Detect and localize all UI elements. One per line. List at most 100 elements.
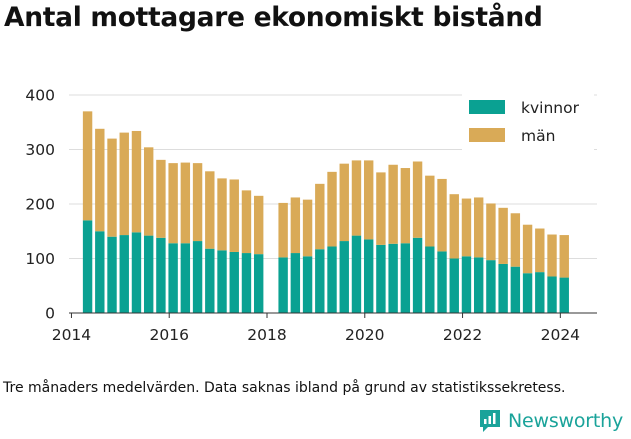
bar-man <box>486 203 496 261</box>
bar-man <box>425 175 435 247</box>
caption: Tre månaders medelvärden. Data saknas ib… <box>3 380 566 396</box>
bar-man <box>253 195 264 255</box>
bar-kvinnor <box>351 235 362 313</box>
legend-label-kvinnor: kvinnor <box>521 99 580 117</box>
bar-kvinnor <box>205 248 215 313</box>
bar-man <box>461 198 472 257</box>
bar-man <box>363 160 374 240</box>
bar-man <box>437 178 447 252</box>
bar-kvinnor <box>229 251 239 313</box>
bar-kvinnor <box>522 273 533 313</box>
bar-man <box>412 161 423 238</box>
bar-man <box>156 159 166 238</box>
newsworthy-logo-text: Newsworthy <box>508 410 624 432</box>
bar-man <box>302 199 313 257</box>
x-tick-label: 2016 <box>149 326 188 344</box>
bar-man <box>339 163 349 242</box>
legend: kvinnor män <box>462 92 594 150</box>
bar-man <box>559 235 569 278</box>
bar-kvinnor <box>510 266 521 313</box>
bar-kvinnor <box>180 243 191 313</box>
x-tick-label: 2018 <box>247 326 286 344</box>
bar-kvinnor <box>302 256 313 313</box>
bar-man <box>535 228 545 273</box>
bar-kvinnor <box>278 257 288 313</box>
bar-kvinnor <box>119 235 129 313</box>
bar-man <box>400 168 411 244</box>
y-tick-label: 200 <box>25 196 55 214</box>
bar-kvinnor <box>82 220 93 313</box>
x-axis: 2014 2016 2018 2020 2022 2024 <box>52 312 597 344</box>
bar-kvinnor <box>535 272 545 313</box>
bar-kvinnor <box>339 241 349 313</box>
bar-man <box>449 194 459 259</box>
newsworthy-logo-icon <box>480 410 500 432</box>
bars <box>82 111 569 313</box>
bar-kvinnor <box>412 237 423 313</box>
bar-man <box>131 130 142 233</box>
bar-kvinnor <box>376 244 386 313</box>
bar-man <box>522 224 533 274</box>
bar-kvinnor <box>156 237 166 313</box>
bar-kvinnor <box>486 260 496 313</box>
bar-man <box>278 202 288 258</box>
bar-man <box>327 171 337 247</box>
bar-kvinnor <box>107 236 117 313</box>
chart-title: Antal mottagare ekonomiskt bistånd <box>4 2 543 33</box>
bar-man <box>473 197 484 258</box>
bar-man <box>498 207 508 264</box>
bar-man <box>229 179 239 252</box>
x-tick-label: 2022 <box>443 326 482 344</box>
bar-man <box>143 147 154 236</box>
bar-kvinnor <box>425 246 435 313</box>
legend-swatch-kvinnor <box>469 100 505 114</box>
x-tick-label: 2014 <box>52 326 91 344</box>
bar-kvinnor <box>547 276 557 313</box>
chart-area: 2014 2016 2018 2020 2022 2024 0 100 200 300 400 k… <box>25 87 597 344</box>
y-tick-label: 300 <box>25 141 55 159</box>
bar-kvinnor <box>143 235 154 313</box>
bar-man <box>180 162 191 244</box>
bar-kvinnor <box>290 253 301 313</box>
bar-man <box>376 172 386 245</box>
x-tick-label: 2024 <box>541 326 580 344</box>
bar-man <box>547 234 557 277</box>
bar-kvinnor <box>437 251 447 313</box>
x-tick-label: 2020 <box>345 326 384 344</box>
bar-man <box>315 183 325 250</box>
y-tick-label: 0 <box>45 305 55 323</box>
bar-kvinnor <box>131 232 142 313</box>
bar-kvinnor <box>217 250 227 313</box>
bar-kvinnor <box>241 253 252 313</box>
bar-kvinnor <box>559 277 569 313</box>
bar-man <box>351 160 362 236</box>
bar-kvinnor <box>192 241 203 313</box>
bar-kvinnor <box>449 258 459 313</box>
bar-man <box>95 128 105 232</box>
y-tick-label: 100 <box>25 250 55 268</box>
bar-kvinnor <box>461 256 472 313</box>
legend-label-man: män <box>521 127 555 145</box>
bar-man <box>82 111 93 221</box>
bar-kvinnor <box>315 249 325 313</box>
bar-man <box>205 171 215 249</box>
bar-man <box>217 178 227 251</box>
bar-kvinnor <box>168 243 178 313</box>
bar-man <box>510 213 521 267</box>
bar-man <box>119 132 129 236</box>
bar-kvinnor <box>95 231 105 313</box>
bar-man <box>290 197 301 254</box>
bar-kvinnor <box>473 257 484 313</box>
bar-kvinnor <box>327 246 337 313</box>
bar-man <box>388 164 398 244</box>
bar-man <box>168 163 178 244</box>
bar-kvinnor <box>400 243 411 313</box>
newsworthy-logo[interactable]: Newsworthy <box>478 408 623 434</box>
bar-man <box>107 138 117 237</box>
y-tick-label: 400 <box>25 87 55 105</box>
bar-man <box>192 163 203 242</box>
bar-kvinnor <box>388 243 398 313</box>
bar-kvinnor <box>253 254 264 313</box>
bar-man <box>241 190 252 254</box>
legend-swatch-man <box>469 128 505 142</box>
